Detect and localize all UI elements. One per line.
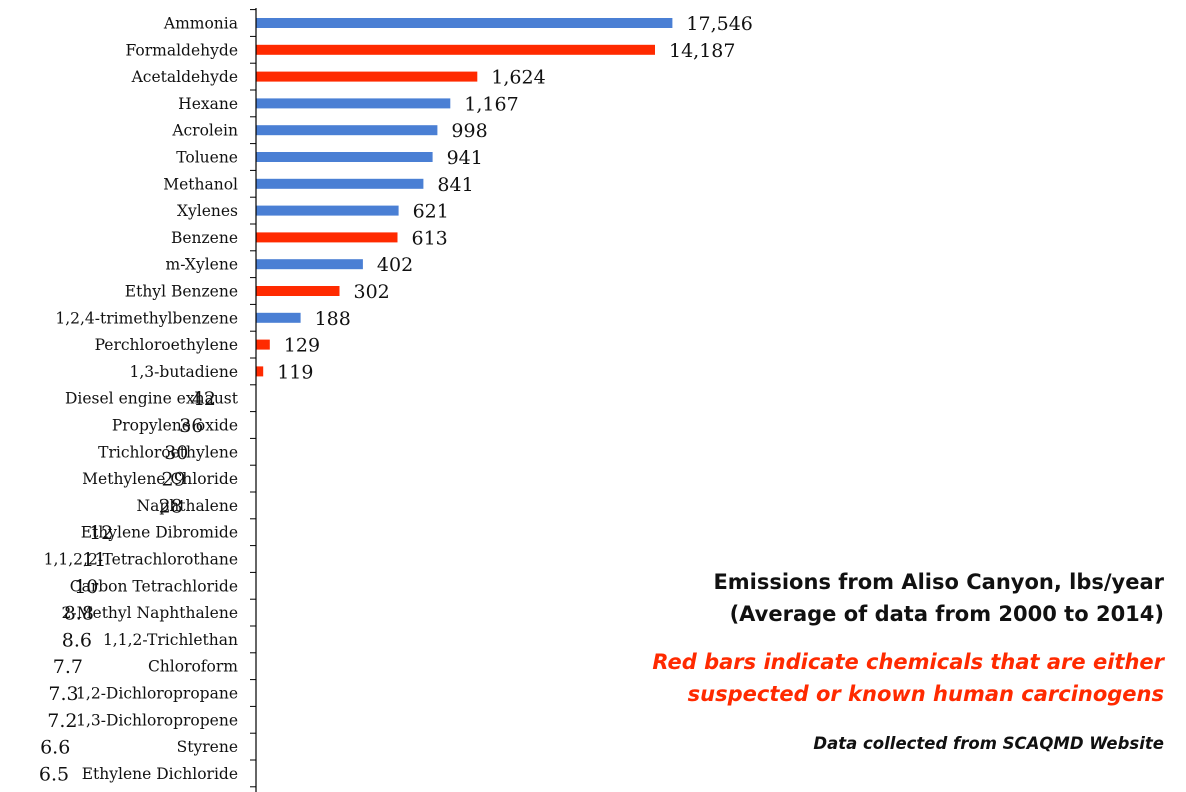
value-label: 14,187: [669, 40, 735, 62]
category-label: Hexane: [178, 95, 238, 113]
category-label: 1,1,2-Trichlethan: [103, 631, 238, 649]
category-label: Formaldehyde: [126, 41, 238, 59]
category-label: Toluene: [176, 149, 238, 167]
category-label: Propylene oxide: [112, 417, 238, 435]
bar-13: [256, 339, 270, 350]
category-label: Diesel engine exhaust: [65, 390, 239, 408]
source-text: Data collected from SCAQMD Website: [813, 734, 1164, 753]
value-label: 941: [447, 147, 483, 169]
value-label: 29: [162, 469, 186, 491]
category-label: Xylenes: [177, 202, 238, 220]
value-label: 1,624: [491, 67, 545, 89]
bar-10: [256, 259, 363, 270]
bar-14: [256, 366, 264, 377]
category-label: Ethylene Dibromide: [81, 524, 238, 542]
bar-11: [256, 286, 340, 296]
value-label: 119: [277, 361, 313, 383]
bar-4: [256, 98, 451, 109]
category-label: Trichloroethylene: [98, 443, 238, 461]
value-label: 8.6: [62, 629, 92, 651]
value-label: 841: [437, 174, 473, 196]
value-label: 6.6: [40, 737, 70, 759]
value-label: 188: [315, 308, 351, 330]
bar-6: [256, 152, 433, 162]
chart-subtitle: (Average of data from 2000 to 2014): [729, 602, 1164, 626]
category-label: m-Xylene: [166, 256, 238, 274]
bar-12: [256, 312, 301, 323]
bar-7: [256, 178, 424, 189]
category-label: Benzene: [171, 229, 238, 247]
value-label: 621: [413, 201, 449, 223]
category-label: Perchloroethylene: [95, 336, 238, 354]
category-label: Carbon Tetrachloride: [70, 577, 238, 595]
bar-9: [256, 232, 398, 243]
bar-2: [256, 44, 655, 55]
value-label: 12: [89, 522, 113, 544]
value-label: 1,167: [464, 93, 518, 115]
carcinogen-note-line-1: Red bars indicate chemicals that are eit…: [652, 650, 1164, 674]
value-label: 7.2: [47, 710, 77, 732]
chart-title: Emissions from Aliso Canyon, lbs/year: [713, 570, 1164, 594]
category-label: Chloroform: [148, 658, 238, 676]
value-label: 402: [377, 254, 413, 276]
value-label: 302: [354, 281, 390, 303]
category-label: Ethyl Benzene: [125, 283, 238, 301]
value-label: 129: [284, 335, 320, 357]
value-label: 613: [412, 227, 448, 249]
bar-5: [256, 125, 438, 136]
category-label: Naphthalene: [137, 497, 238, 515]
bar-3: [256, 71, 478, 82]
value-label: 10: [74, 576, 98, 598]
value-label: 28: [159, 495, 183, 517]
value-label: 8.8: [64, 603, 94, 625]
bar-1: [256, 18, 673, 28]
value-label: 17,546: [686, 13, 752, 35]
category-label: Styrene: [177, 738, 238, 756]
category-label: Acetaldehyde: [131, 68, 238, 86]
category-label: 1,1,2,2-Tetrachlorothane: [44, 551, 238, 569]
category-label: Methylene Chloride: [82, 470, 238, 488]
value-label: 36: [179, 415, 203, 437]
category-label: 1,3-butadiene: [130, 363, 238, 381]
value-label: 30: [164, 442, 188, 464]
bar-8: [256, 205, 399, 216]
chart-notes: Emissions from Aliso Canyon, lbs/year (A…: [713, 566, 1164, 630]
value-label: 6.5: [39, 763, 69, 785]
category-label: 1,3-Dichloropropene: [76, 711, 238, 729]
source-note: Data collected from SCAQMD Website: [813, 734, 1164, 753]
value-label: 7.3: [48, 683, 78, 705]
category-label: Ammonia: [163, 15, 238, 33]
category-label: Methanol: [163, 175, 238, 193]
carcinogen-note-line-2: suspected or known human carcinogens: [687, 682, 1164, 706]
category-label: 1,2,4-trimethylbenzene: [55, 309, 238, 327]
category-label: 1,2-Dichloropropane: [76, 685, 238, 703]
value-label: 7.7: [53, 656, 83, 678]
category-label: Acrolein: [171, 122, 238, 140]
value-label: 11: [82, 549, 106, 571]
value-label: 42: [192, 388, 216, 410]
category-label: 2-Methyl Naphthalene: [62, 604, 238, 622]
value-label: 998: [451, 120, 487, 142]
category-label: Ethylene Dichloride: [82, 765, 238, 783]
carcinogen-note: Red bars indicate chemicals that are eit…: [652, 646, 1164, 710]
